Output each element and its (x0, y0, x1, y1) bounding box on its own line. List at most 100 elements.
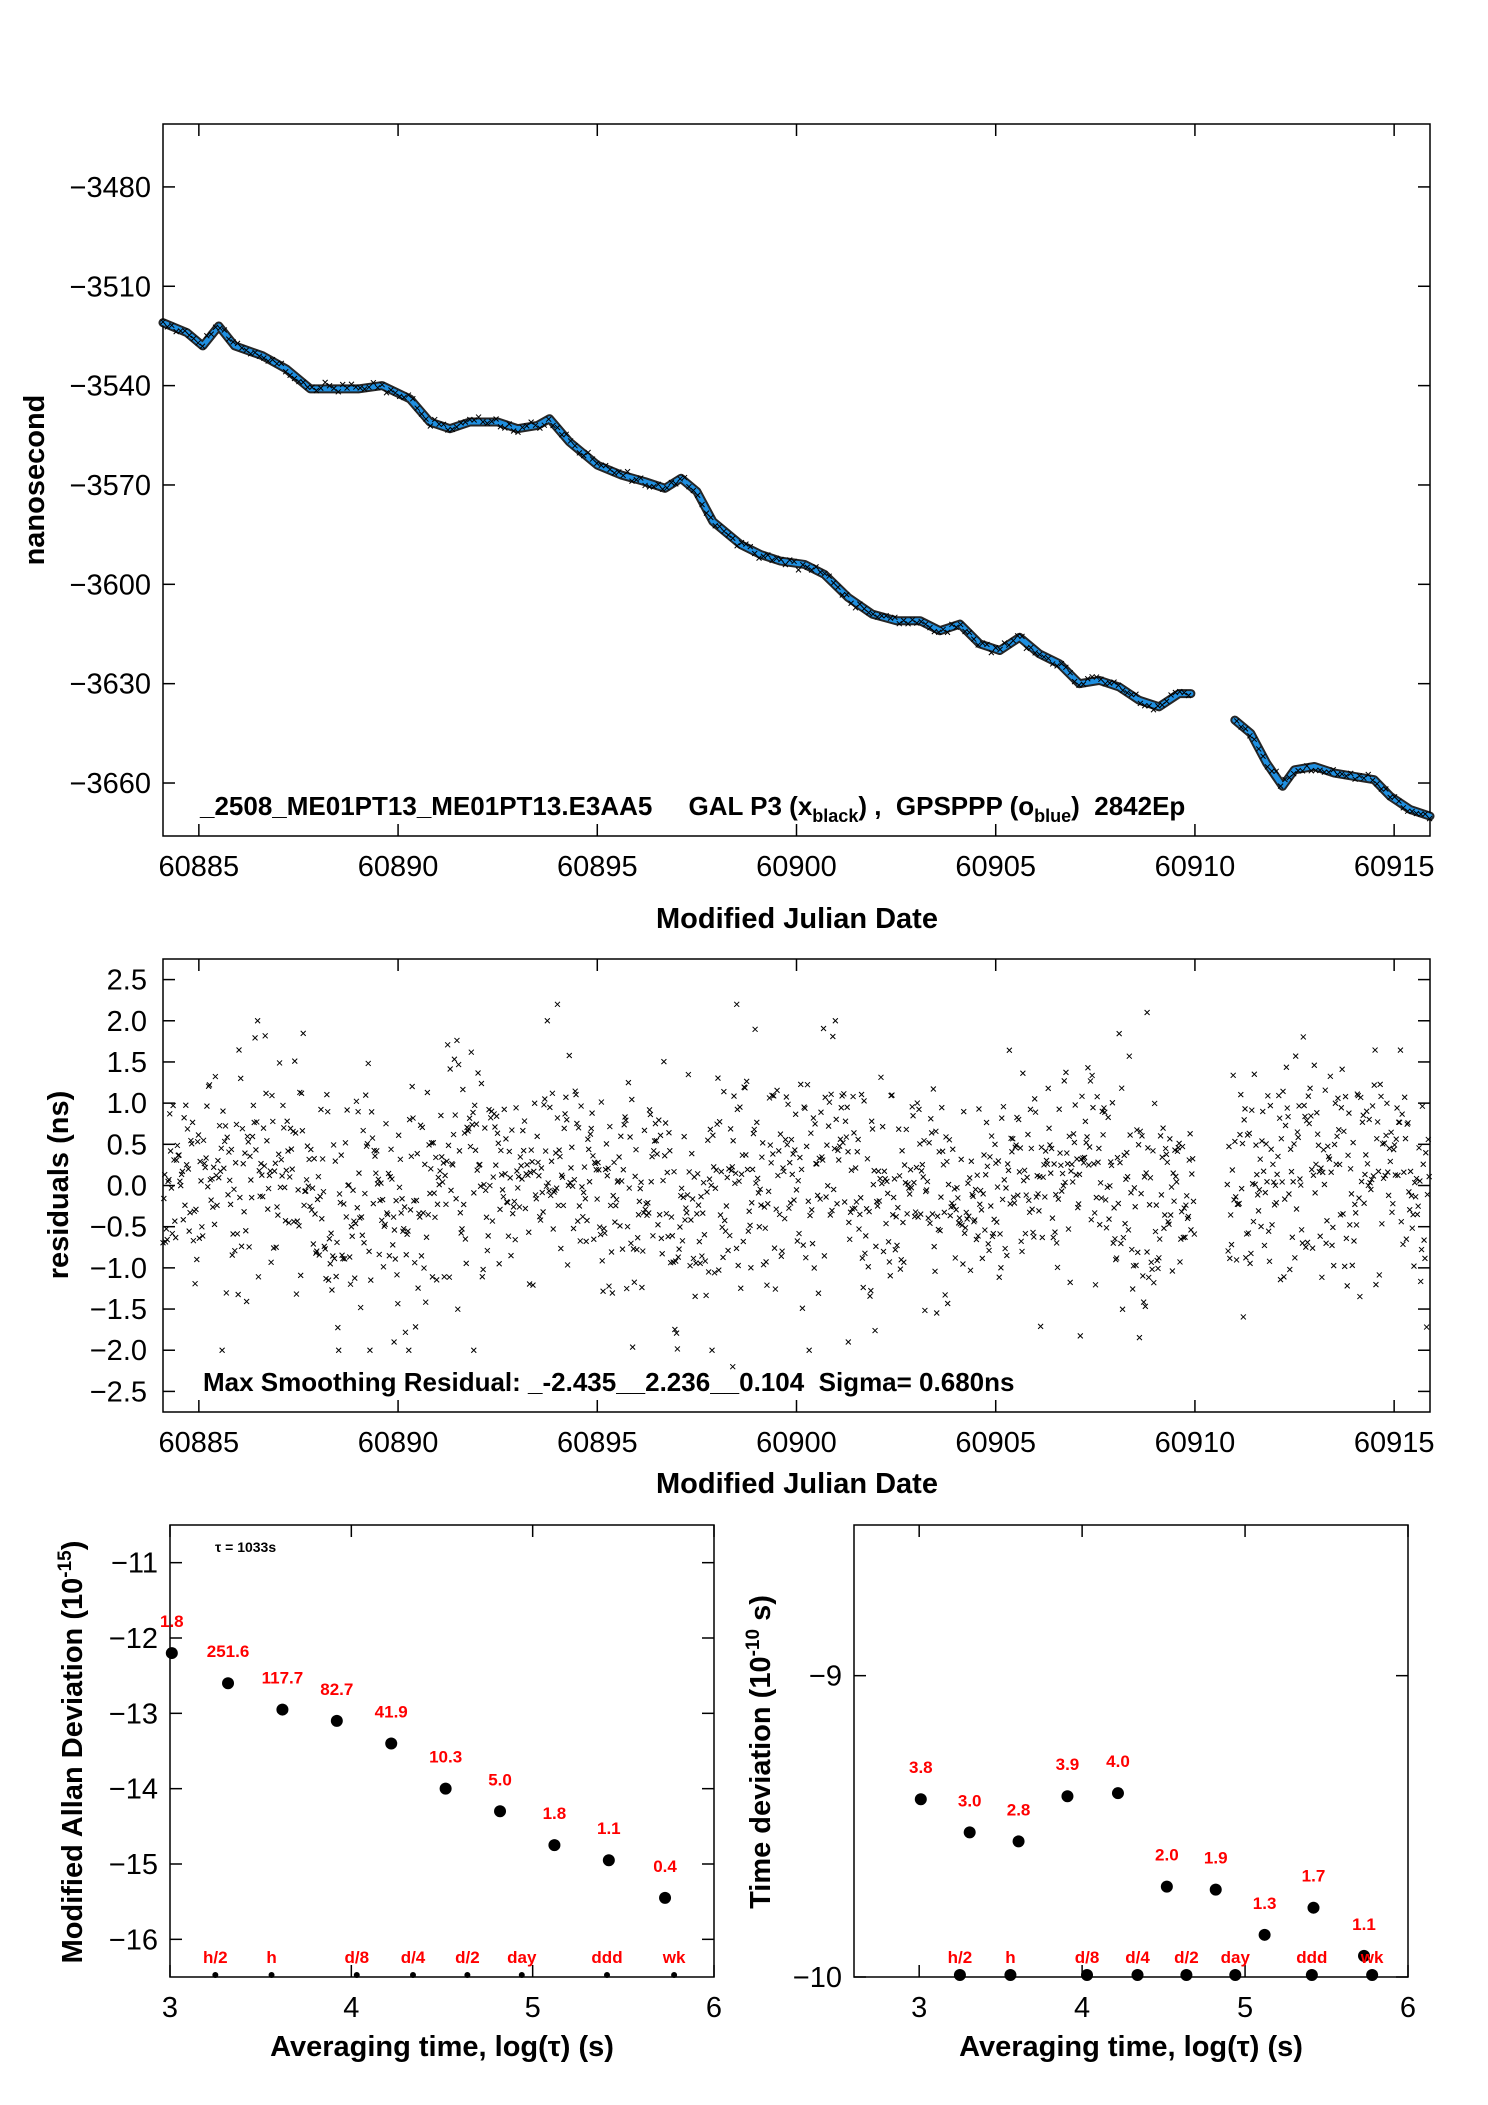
residual-x-marker (790, 1151, 796, 1157)
residual-x-marker (681, 1133, 688, 1140)
residual-x-marker (933, 1310, 940, 1316)
residual-x-marker (538, 1165, 545, 1171)
residual-x-marker (857, 1194, 864, 1201)
black-x-marker (388, 387, 394, 393)
residual-x-marker (203, 1155, 209, 1161)
residual-x-marker (644, 1199, 651, 1206)
point-value-label: 3.8 (909, 1758, 933, 1777)
residual-x-marker (291, 1058, 298, 1064)
black-x-marker (975, 642, 982, 648)
residual-x-marker (819, 1157, 826, 1163)
residual-x-marker (786, 1159, 793, 1166)
point-value-label: 1.3 (1253, 1894, 1277, 1913)
time-series-xlabel: Modified Julian Date (656, 903, 938, 935)
deviation-point (222, 1677, 235, 1690)
residual-x-marker (1253, 1142, 1259, 1149)
residual-x-marker (958, 1156, 965, 1163)
residual-x-marker (835, 1147, 841, 1154)
residual-x-marker (791, 1197, 797, 1204)
point-value-label: 0.4 (653, 1857, 677, 1876)
residual-x-marker (1359, 1119, 1366, 1126)
residual-x-marker (1059, 1170, 1066, 1177)
black-x-marker (190, 335, 197, 342)
residual-x-marker (564, 1262, 571, 1268)
residual-x-marker (1005, 1167, 1012, 1174)
residual-x-marker (820, 1025, 827, 1032)
residual-x-marker (884, 1178, 890, 1185)
residual-x-marker (826, 1099, 833, 1106)
black-x-marker (826, 573, 833, 580)
residual-x-marker (252, 1034, 258, 1041)
residual-x-marker (1293, 1206, 1300, 1212)
black-x-marker (177, 328, 184, 334)
residual-x-marker (1402, 1135, 1409, 1142)
residual-x-marker (736, 1178, 742, 1185)
residual-x-marker (1132, 1203, 1139, 1210)
black-x-marker (440, 421, 447, 428)
residual-x-marker (460, 1201, 467, 1208)
residual-x-marker (456, 1148, 463, 1154)
residual-x-marker (369, 1135, 376, 1141)
residual-x-marker (930, 1086, 937, 1092)
residual-x-marker (319, 1156, 326, 1162)
residual-x-marker (1368, 1186, 1374, 1193)
residual-x-marker (557, 1153, 563, 1160)
residual-x-marker (497, 1206, 503, 1213)
residual-x-marker (932, 1268, 938, 1275)
residual-x-marker (1052, 1229, 1058, 1235)
residual-x-marker (507, 1175, 514, 1181)
residual-x-marker (946, 1136, 953, 1143)
black-x-marker (182, 327, 188, 334)
residual-x-marker (1067, 1279, 1074, 1286)
black-x-marker (348, 381, 355, 388)
residual-x-marker (331, 1255, 338, 1262)
residual-x-marker (502, 1170, 508, 1177)
black-x-marker (352, 384, 359, 390)
residual-x-marker (1179, 1143, 1186, 1150)
residual-x-marker (1311, 1062, 1318, 1069)
black-x-marker (738, 539, 745, 546)
residual-x-marker (1013, 1142, 1019, 1148)
residual-x-marker (1319, 1274, 1325, 1281)
residual-x-marker (443, 1201, 449, 1208)
residual-x-marker (1318, 1165, 1324, 1171)
black-x-marker (1356, 772, 1363, 779)
residual-x-marker (348, 1223, 355, 1230)
residual-x-marker (1275, 1092, 1282, 1099)
residual-x-marker (214, 1202, 220, 1209)
residual-x-marker (1148, 1259, 1155, 1266)
residual-x-marker (971, 1218, 977, 1225)
residual-x-marker (482, 1187, 489, 1194)
residual-x-marker (200, 1137, 207, 1144)
residual-x-marker (1357, 1293, 1363, 1300)
black-x-marker (501, 425, 508, 431)
point-value-label: 3.0 (958, 1791, 982, 1810)
residual-x-marker (680, 1194, 687, 1201)
residual-x-marker (1411, 1263, 1417, 1269)
residual-x-marker (451, 1056, 458, 1063)
residual-x-marker (901, 1162, 908, 1168)
residual-x-marker (248, 1194, 255, 1201)
time-marker-dot (268, 1972, 275, 1978)
black-x-marker (260, 355, 267, 361)
residual-x-marker (286, 1219, 292, 1226)
residual-x-marker (221, 1138, 228, 1145)
residual-x-marker (393, 1197, 399, 1204)
residual-x-marker (1102, 1197, 1109, 1203)
residual-x-marker (1156, 1254, 1162, 1261)
residual-x-marker (322, 1245, 329, 1252)
residual-x-marker (688, 1217, 694, 1223)
black-x-marker (747, 543, 754, 550)
residual-x-marker (1077, 1333, 1084, 1339)
residual-x-marker (386, 1252, 393, 1259)
residual-x-marker (1057, 1150, 1063, 1156)
residual-x-marker (1122, 1220, 1128, 1227)
residual-x-marker (698, 1193, 704, 1200)
residual-x-marker (653, 1137, 660, 1144)
residual-x-marker (389, 1242, 396, 1248)
residual-x-marker (1285, 1113, 1291, 1120)
time-marker-dot (1081, 1969, 1094, 1981)
residual-x-marker (854, 1148, 861, 1155)
black-x-marker (848, 600, 854, 607)
residual-x-marker (429, 1274, 436, 1280)
